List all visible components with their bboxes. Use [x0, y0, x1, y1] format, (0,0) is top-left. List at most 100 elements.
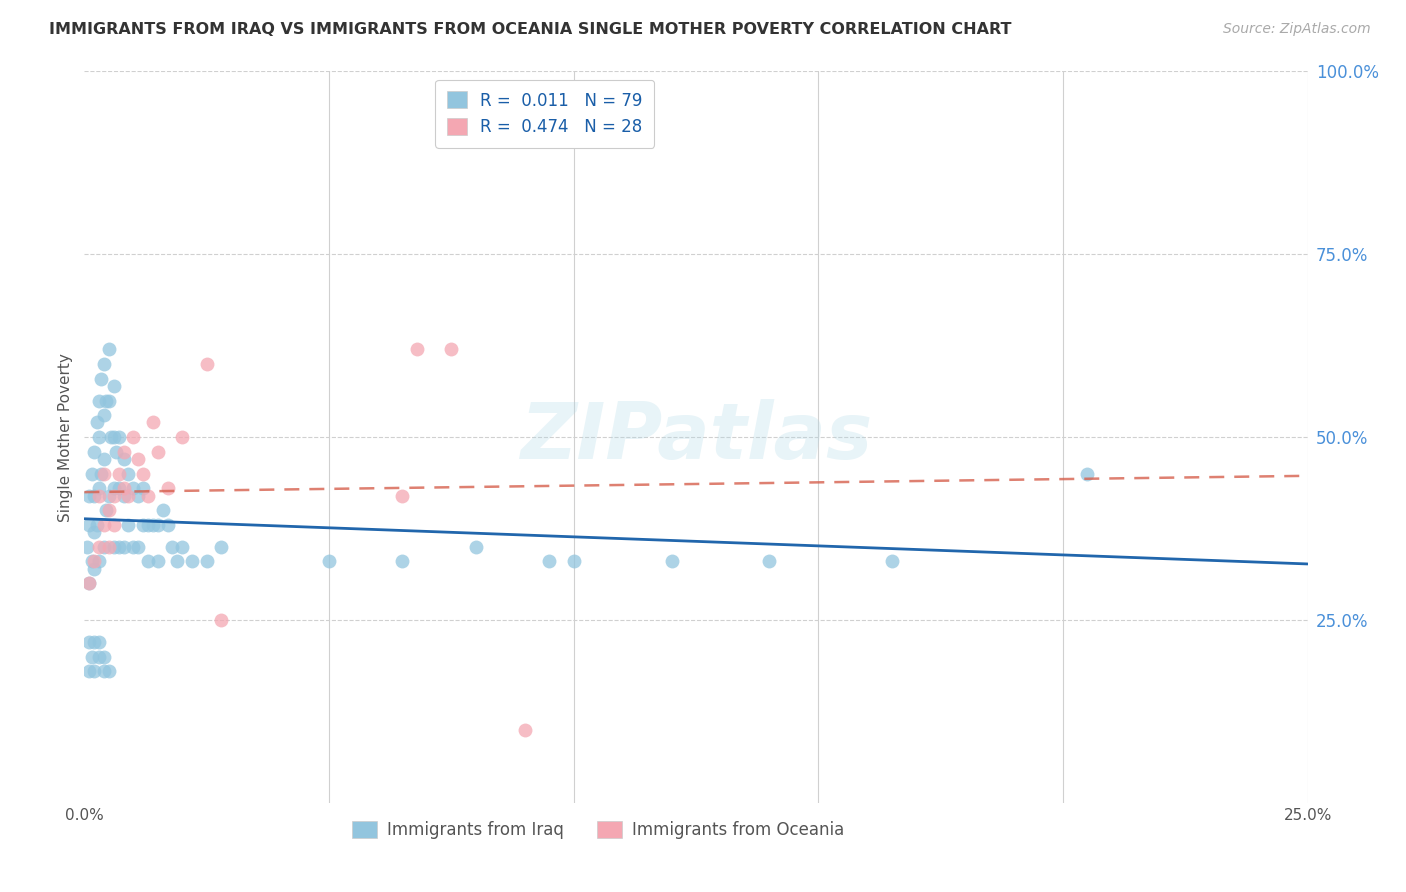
Point	[112, 452, 135, 467]
Point	[97, 489, 120, 503]
Point	[513, 723, 536, 737]
Y-axis label: Single Mother Poverty: Single Mother Poverty	[58, 352, 73, 522]
Point	[80, 467, 103, 481]
Point	[90, 371, 112, 385]
Point	[80, 554, 103, 568]
Point	[97, 540, 120, 554]
Point	[105, 444, 128, 458]
Point	[93, 517, 115, 532]
Point	[76, 540, 98, 554]
Point	[117, 517, 139, 532]
Point	[132, 467, 155, 481]
Point	[661, 554, 683, 568]
Point	[406, 343, 429, 357]
Point	[93, 357, 115, 371]
Point	[103, 489, 125, 503]
Text: IMMIGRANTS FROM IRAQ VS IMMIGRANTS FROM OCEANIA SINGLE MOTHER POVERTY CORRELATIO: IMMIGRANTS FROM IRAQ VS IMMIGRANTS FROM …	[49, 22, 1012, 37]
Legend: Immigrants from Iraq, Immigrants from Oceania: Immigrants from Iraq, Immigrants from Oc…	[346, 814, 851, 846]
Point	[209, 540, 232, 554]
Point	[440, 343, 463, 357]
Point	[132, 517, 155, 532]
Point	[97, 503, 120, 517]
Point	[122, 481, 145, 495]
Point	[96, 503, 118, 517]
Point	[83, 635, 105, 649]
Point	[127, 540, 149, 554]
Point	[142, 416, 165, 430]
Point	[87, 481, 110, 495]
Point	[83, 444, 105, 458]
Point	[93, 649, 115, 664]
Point	[195, 357, 218, 371]
Point	[93, 664, 115, 678]
Point	[758, 554, 780, 568]
Point	[103, 540, 125, 554]
Point	[156, 481, 179, 495]
Point	[80, 649, 103, 664]
Point	[93, 540, 115, 554]
Point	[93, 452, 115, 467]
Point	[136, 489, 159, 503]
Point	[87, 489, 110, 503]
Point	[96, 393, 118, 408]
Point	[156, 517, 179, 532]
Point	[77, 635, 100, 649]
Point	[117, 467, 139, 481]
Point	[107, 481, 129, 495]
Point	[195, 554, 218, 568]
Point	[146, 444, 169, 458]
Point	[83, 525, 105, 540]
Point	[172, 430, 194, 444]
Point	[97, 664, 120, 678]
Point	[77, 664, 100, 678]
Point	[136, 517, 159, 532]
Point	[112, 444, 135, 458]
Point	[83, 489, 105, 503]
Point	[152, 503, 174, 517]
Point	[318, 554, 340, 568]
Point	[172, 540, 194, 554]
Point	[122, 540, 145, 554]
Point	[103, 481, 125, 495]
Point	[97, 343, 120, 357]
Point	[181, 554, 204, 568]
Point	[391, 554, 413, 568]
Point	[103, 517, 125, 532]
Point	[562, 554, 585, 568]
Point	[107, 430, 129, 444]
Point	[1076, 467, 1098, 481]
Point	[107, 467, 129, 481]
Point	[86, 517, 108, 532]
Point	[146, 517, 169, 532]
Point	[122, 430, 145, 444]
Point	[87, 430, 110, 444]
Point	[90, 467, 112, 481]
Point	[127, 452, 149, 467]
Point	[464, 540, 486, 554]
Point	[87, 540, 110, 554]
Point	[87, 635, 110, 649]
Point	[162, 540, 184, 554]
Point	[538, 554, 561, 568]
Point	[77, 576, 100, 591]
Point	[83, 562, 105, 576]
Point	[112, 540, 135, 554]
Point	[166, 554, 188, 568]
Point	[87, 393, 110, 408]
Text: ZIPatlas: ZIPatlas	[520, 399, 872, 475]
Point	[103, 379, 125, 393]
Point	[127, 489, 149, 503]
Point	[209, 613, 232, 627]
Point	[142, 517, 165, 532]
Point	[87, 649, 110, 664]
Point	[132, 481, 155, 495]
Point	[107, 540, 129, 554]
Point	[146, 554, 169, 568]
Point	[100, 430, 122, 444]
Point	[112, 489, 135, 503]
Point	[391, 489, 413, 503]
Point	[87, 554, 110, 568]
Point	[86, 416, 108, 430]
Point	[83, 554, 105, 568]
Point	[77, 517, 100, 532]
